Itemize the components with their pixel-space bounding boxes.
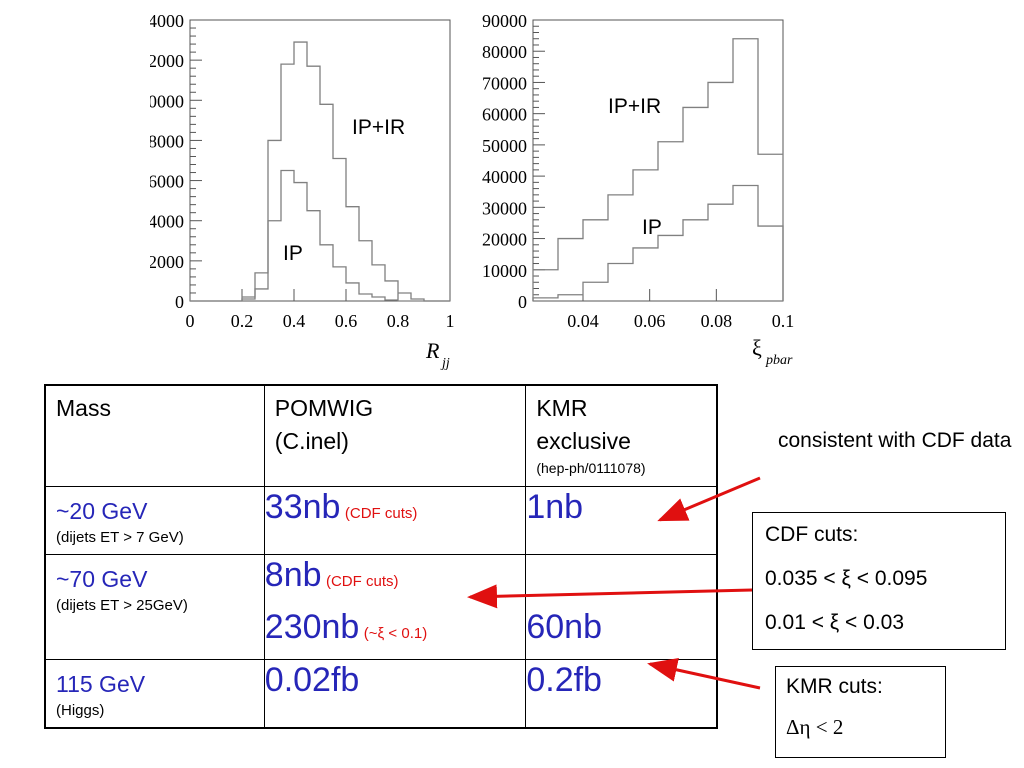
x-tick-label: 0.04 bbox=[567, 311, 599, 331]
pomwig-cell: 33nb (CDF cuts) bbox=[263, 485, 527, 555]
kmr-value: 1nb bbox=[526, 487, 584, 526]
y-tick-label: 4000 bbox=[150, 212, 184, 232]
xi-pbar-histogram: 0 10000 20000 30000 40000 50000 60000 70000 8000… bbox=[482, 11, 795, 368]
y-tick-label: 14000 bbox=[150, 11, 184, 31]
y-tick-label: 40000 bbox=[482, 167, 527, 187]
mass-cell: ~20 GeV (dijets ET > 7 GeV) bbox=[44, 485, 265, 555]
y-tick-label: 50000 bbox=[482, 136, 527, 156]
x-axis-title-sub: pbar bbox=[765, 353, 793, 368]
table-row: 115 GeV (Higgs) 0.02fb 0.2fb bbox=[44, 658, 718, 728]
y-tick-label: 10000 bbox=[482, 261, 527, 281]
y-tick-label: 60000 bbox=[482, 105, 527, 125]
pomwig-note: (CDF cuts) bbox=[344, 504, 418, 522]
cdf-cut-1: 0.035 < ξ < 0.095 bbox=[765, 567, 928, 590]
x-axis-title: R bbox=[425, 338, 440, 363]
plot-frame bbox=[189, 19, 451, 302]
x-tick-label: 0.2 bbox=[231, 311, 254, 331]
hist-series-0 bbox=[190, 41, 450, 302]
header-mass-label: Mass bbox=[56, 395, 111, 421]
cdf-cuts-title: CDF cuts: bbox=[765, 523, 859, 546]
y-tick-label: 90000 bbox=[482, 11, 527, 31]
pomwig-value: 0.02fb bbox=[264, 660, 360, 699]
header-pomwig-label: POMWIG bbox=[274, 395, 374, 421]
header-kmr-label: KMR exclusive bbox=[536, 395, 631, 454]
table-header-row: Mass POMWIG (C.inel) KMR exclusive (hep-… bbox=[44, 384, 718, 487]
y-tick-label: 12000 bbox=[150, 51, 184, 71]
mass-cell: ~70 GeV (dijets ET > 25GeV) bbox=[44, 553, 265, 660]
series-label-ip-ir: IP+IR bbox=[608, 95, 661, 118]
pomwig-value: 33nb bbox=[264, 487, 341, 526]
rjj-histogram: 0 2000 4000 6000 8000 10000 12000 14000 0 0.2 0.4 0… bbox=[150, 11, 455, 371]
table-row: ~70 GeV (dijets ET > 25GeV) 8nb (CDF cut… bbox=[44, 553, 718, 660]
kmr-cell: 1nb bbox=[525, 485, 718, 555]
header-mass: Mass bbox=[44, 384, 265, 487]
kmr-cell: 0.2fb bbox=[525, 658, 718, 728]
y-tick-label: 0 bbox=[518, 292, 527, 312]
cdf-cuts-box: CDF cuts: 0.035 < ξ < 0.095 0.01 < ξ < 0… bbox=[752, 512, 1006, 650]
series-label-ip: IP bbox=[283, 242, 303, 265]
mass-cell: 115 GeV (Higgs) bbox=[44, 658, 265, 728]
y-tick-label: 0 bbox=[175, 292, 184, 312]
kmr-value-2: 60nb bbox=[526, 607, 602, 646]
y-tick-label: 70000 bbox=[482, 73, 527, 93]
cdf-consistency-note: consistent with CDF data bbox=[778, 429, 1012, 452]
kmr-cuts-box: KMR cuts: Δη < 2 bbox=[775, 666, 946, 758]
series-label-ip: IP bbox=[642, 216, 662, 239]
x-axis-title: ξ bbox=[752, 335, 762, 360]
y-tick-label: 10000 bbox=[150, 91, 184, 111]
mass-value: ~70 GeV bbox=[56, 565, 148, 592]
table-row: ~20 GeV (dijets ET > 7 GeV) 33nb (CDF cu… bbox=[44, 485, 718, 555]
pomwig-value: 8nb bbox=[264, 555, 322, 594]
kmr-cut-1: Δη < 2 bbox=[786, 715, 844, 739]
cross-section-table: Mass POMWIG (C.inel) KMR exclusive (hep-… bbox=[44, 384, 718, 729]
kmr-cuts-title: KMR cuts: bbox=[786, 675, 883, 698]
hist-series-0 bbox=[532, 38, 784, 301]
kmr-value: 0.2fb bbox=[526, 660, 602, 699]
pomwig-note-2: (~ξ < 0.1) bbox=[363, 624, 428, 642]
pomwig-value-2: 230nb bbox=[264, 607, 360, 646]
header-pomwig-sub: (C.inel) bbox=[274, 428, 349, 454]
y-tick-label: 8000 bbox=[150, 131, 184, 151]
cdf-cut-2: 0.01 < ξ < 0.03 bbox=[765, 611, 905, 634]
hist-series-1 bbox=[532, 184, 784, 301]
x-tick-label: 0.8 bbox=[387, 311, 410, 331]
x-axis-title-sub: jj bbox=[440, 356, 450, 371]
y-tick-label: 80000 bbox=[482, 42, 527, 62]
y-tick-label: 6000 bbox=[150, 172, 184, 192]
series-label-ip-ir: IP+IR bbox=[352, 116, 405, 139]
y-tick-label: 20000 bbox=[482, 230, 527, 250]
x-tick-label: 0 bbox=[186, 311, 195, 331]
hist-series-1 bbox=[190, 169, 450, 302]
x-tick-label: 0.06 bbox=[634, 311, 666, 331]
mass-sub: (dijets ET > 25GeV) bbox=[56, 596, 188, 614]
x-tick-label: 0.4 bbox=[283, 311, 306, 331]
mass-sub: (dijets ET > 7 GeV) bbox=[56, 528, 184, 546]
x-tick-label: 0.08 bbox=[701, 311, 733, 331]
mass-value: ~20 GeV bbox=[56, 497, 148, 524]
pomwig-cell: 8nb (CDF cuts) 230nb (~ξ < 0.1) bbox=[263, 553, 527, 660]
x-tick-label: 1 bbox=[446, 311, 455, 331]
y-tick-label: 2000 bbox=[150, 252, 184, 272]
header-kmr: KMR exclusive (hep-ph/0111078) bbox=[525, 384, 718, 487]
header-pomwig: POMWIG (C.inel) bbox=[263, 384, 527, 487]
mass-value: 115 GeV bbox=[56, 670, 146, 697]
y-tick-label: 30000 bbox=[482, 198, 527, 218]
mass-sub: (Higgs) bbox=[56, 701, 105, 719]
header-kmr-sub: (hep-ph/0111078) bbox=[536, 460, 646, 476]
kmr-cell: 60nb bbox=[525, 553, 718, 660]
x-tick-label: 0.1 bbox=[772, 311, 795, 331]
pomwig-cell: 0.02fb bbox=[263, 658, 527, 728]
x-tick-label: 0.6 bbox=[335, 311, 358, 331]
pomwig-note: (CDF cuts) bbox=[325, 572, 399, 590]
